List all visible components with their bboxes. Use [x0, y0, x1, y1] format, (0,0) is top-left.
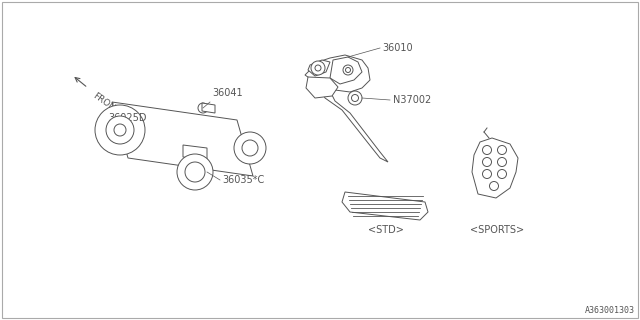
- Text: 36010: 36010: [382, 43, 413, 53]
- Text: A363001303: A363001303: [585, 306, 635, 315]
- Circle shape: [348, 91, 362, 105]
- Polygon shape: [112, 102, 253, 176]
- Circle shape: [497, 157, 506, 166]
- Circle shape: [497, 170, 506, 179]
- Circle shape: [483, 157, 492, 166]
- Text: N37002: N37002: [393, 95, 431, 105]
- Polygon shape: [472, 138, 518, 198]
- Circle shape: [490, 181, 499, 190]
- Circle shape: [311, 61, 325, 75]
- Text: 36041: 36041: [212, 88, 243, 98]
- Text: 36025D: 36025D: [108, 113, 147, 123]
- Circle shape: [346, 68, 351, 73]
- Polygon shape: [202, 103, 215, 113]
- Circle shape: [343, 65, 353, 75]
- Circle shape: [351, 94, 358, 101]
- Polygon shape: [306, 77, 338, 98]
- Circle shape: [185, 162, 205, 182]
- Text: <SPORTS>: <SPORTS>: [470, 225, 524, 235]
- Circle shape: [483, 170, 492, 179]
- Polygon shape: [342, 192, 428, 220]
- Circle shape: [315, 65, 321, 71]
- Text: FRONT: FRONT: [91, 91, 121, 116]
- Circle shape: [234, 132, 266, 164]
- Circle shape: [95, 105, 145, 155]
- Circle shape: [114, 124, 126, 136]
- Polygon shape: [308, 60, 330, 76]
- Circle shape: [497, 146, 506, 155]
- Polygon shape: [322, 92, 388, 162]
- Polygon shape: [305, 55, 370, 92]
- Polygon shape: [330, 57, 362, 84]
- Circle shape: [198, 103, 208, 113]
- Circle shape: [177, 154, 213, 190]
- Text: 36035*C: 36035*C: [222, 175, 264, 185]
- Polygon shape: [183, 145, 207, 160]
- Circle shape: [242, 140, 258, 156]
- Circle shape: [106, 116, 134, 144]
- Circle shape: [483, 146, 492, 155]
- Text: <STD>: <STD>: [368, 225, 404, 235]
